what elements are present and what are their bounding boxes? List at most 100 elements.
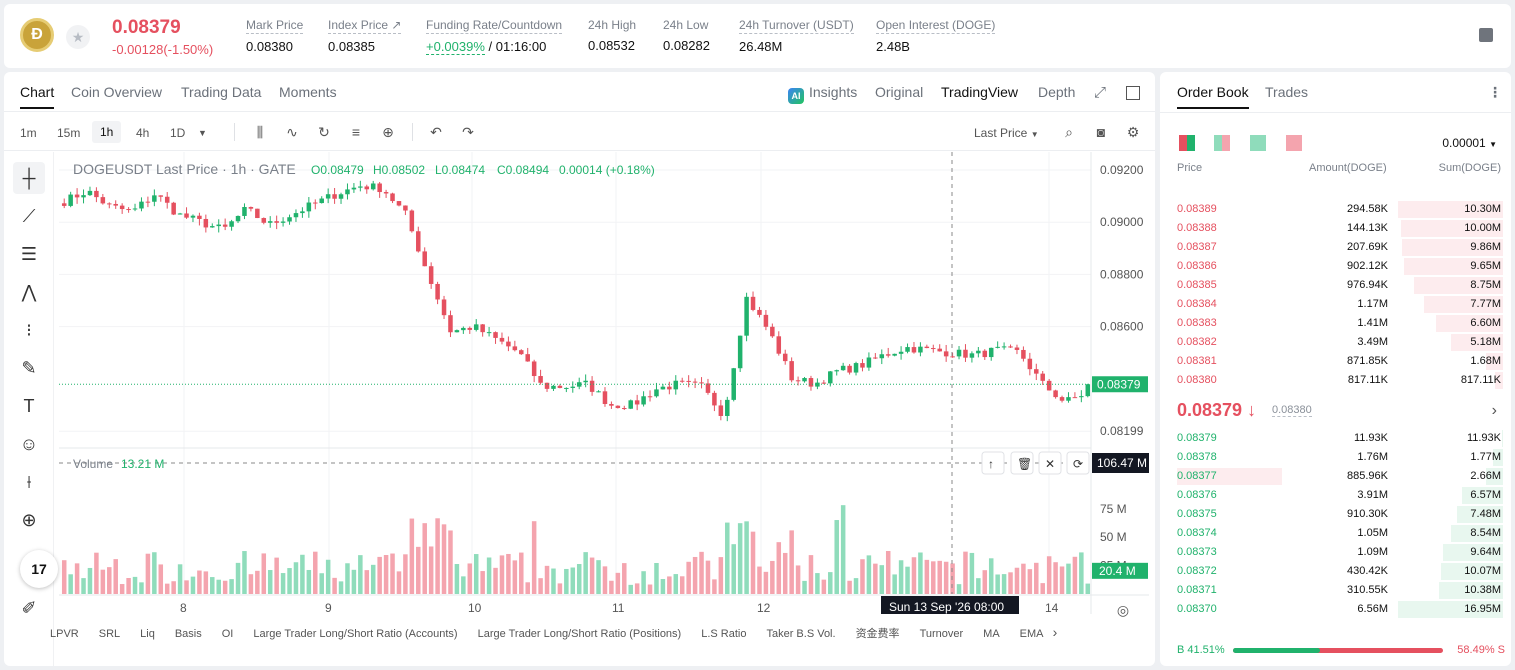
add-alert-icon[interactable]: ⊕	[382, 124, 394, 140]
bid-row[interactable]: 0.08371 310.55K 10.38M	[1160, 581, 1511, 600]
ask-row[interactable]: 0.08385 976.94K 8.75M	[1160, 276, 1511, 295]
volume-bar	[267, 570, 273, 594]
bid-row[interactable]: 0.08376 3.91M 6.57M	[1160, 486, 1511, 505]
window-icon[interactable]	[1126, 86, 1140, 100]
indicator-tab[interactable]: Taker B.S Vol.	[766, 628, 836, 640]
chevron-right-icon[interactable]: ›	[1491, 402, 1497, 419]
indicator-tab[interactable]: LPVR	[50, 628, 79, 640]
tab-coin-overview[interactable]: Coin Overview	[71, 84, 163, 100]
redo-icon[interactable]: ↷	[462, 124, 474, 140]
stat-mark-price[interactable]: Mark Price 0.08380	[246, 18, 304, 54]
tf-dropdown-icon[interactable]: ▼	[198, 128, 207, 138]
more-menu-icon[interactable]: ⋮	[1488, 84, 1502, 100]
chart-settings-icon[interactable]: ◎	[1116, 602, 1130, 618]
indicator-tab[interactable]: MA	[983, 628, 1000, 640]
tf-1h[interactable]: 1h	[92, 121, 122, 143]
bid-row[interactable]: 0.08379 11.93K 11.93K	[1160, 429, 1511, 448]
price-type-select[interactable]: Last Price ▼	[974, 126, 1039, 140]
ask-row[interactable]: 0.08386 902.12K 9.65M	[1160, 257, 1511, 276]
candle-type-icon[interactable]: ⫼	[256, 124, 264, 140]
fib-tool-icon[interactable]: ⁝	[26, 320, 32, 340]
view-original[interactable]: Original	[875, 84, 924, 100]
bid-row[interactable]: 0.08378 1.76M 1.77M	[1160, 448, 1511, 467]
tab-trading-data[interactable]: Trading Data	[181, 84, 262, 100]
crosshair-tool-icon[interactable]: ┼	[13, 162, 45, 194]
tab-trades[interactable]: Trades	[1265, 84, 1309, 100]
indicator-tab[interactable]: SRL	[98, 628, 121, 640]
volume-bar	[898, 560, 904, 594]
indicator-tab[interactable]: 资金费率	[855, 628, 900, 640]
candle	[860, 363, 865, 368]
custom-view-icon[interactable]	[1214, 135, 1230, 151]
tf-1d[interactable]: 1D	[170, 126, 186, 140]
ask-row[interactable]: 0.08382 3.49M 5.18M	[1160, 333, 1511, 352]
horizontal-lines-tool-icon[interactable]: ☰	[20, 244, 38, 264]
price-chart[interactable]: 0.08379 0.09200 0.09000 0.08800 0.08600 0.081…	[59, 152, 1149, 614]
zoom-tool-icon[interactable]: ⊕	[21, 510, 37, 530]
indicators-icon[interactable]: ∿	[286, 124, 298, 140]
guide-book-icon[interactable]	[1479, 28, 1493, 42]
insights-button[interactable]: AI Insights	[788, 84, 857, 104]
bid-row[interactable]: 0.08377 885.96K 2.66M	[1160, 467, 1511, 486]
depth-bar	[1402, 239, 1503, 256]
view-depth[interactable]: Depth	[1038, 84, 1076, 100]
search-icon[interactable]: ⌕	[1065, 124, 1073, 140]
ask-row[interactable]: 0.08387 207.69K 9.86M	[1160, 238, 1511, 257]
trendline-tool-icon[interactable]: ⟋	[22, 206, 36, 226]
tf-15m[interactable]: 15m	[57, 126, 81, 140]
bid-row[interactable]: 0.08370 6.56M 16.95M	[1160, 600, 1511, 619]
indicator-tab[interactable]: Large Trader Long/Short Ratio (Positions…	[477, 628, 682, 640]
refresh-icon[interactable]: ↻	[318, 124, 330, 140]
ask-row[interactable]: 0.08388 144.13K 10.00M	[1160, 219, 1511, 238]
indicator-tab[interactable]: OI	[221, 628, 234, 640]
indicator-tab[interactable]: Liq	[140, 628, 155, 640]
bid-row[interactable]: 0.08374 1.05M 8.54M	[1160, 524, 1511, 543]
asks-only-view-icon[interactable]	[1286, 135, 1302, 151]
view-tradingview[interactable]: TradingView	[941, 84, 1019, 100]
ask-row[interactable]: 0.08384 1.17M 7.77M	[1160, 295, 1511, 314]
tab-moments[interactable]: Moments	[279, 84, 337, 100]
row-price: 0.08378	[1177, 451, 1217, 463]
ruler-tool-icon[interactable]: ⟊	[26, 472, 32, 492]
ask-row[interactable]: 0.08383 1.41M 6.60M	[1160, 314, 1511, 333]
indicator-tab[interactable]: Large Trader Long/Short Ratio (Accounts)	[253, 628, 458, 640]
settings-gear-icon[interactable]: ⚙	[1126, 124, 1140, 140]
bid-row[interactable]: 0.08372 430.42K 10.07M	[1160, 562, 1511, 581]
edit-tool-icon[interactable]: ✐	[21, 598, 37, 618]
precision-select[interactable]: 0.00001 ▼	[1442, 136, 1497, 150]
ask-row[interactable]: 0.08381 871.85K 1.68M	[1160, 352, 1511, 371]
indicator-tab[interactable]: EMA	[1019, 628, 1044, 640]
stat-funding-rate[interactable]: Funding Rate/Countdown +0.0039% / 01:16:0…	[426, 18, 563, 55]
volume-bar	[435, 518, 440, 594]
scroll-right-icon[interactable]: ›	[1052, 624, 1058, 640]
indicator-tab[interactable]: Basis	[174, 628, 202, 640]
text-tool-icon[interactable]: T	[23, 396, 35, 416]
bid-row[interactable]: 0.08373 1.09M 9.64M	[1160, 543, 1511, 562]
pattern-tool-icon[interactable]: ⋀	[21, 282, 37, 302]
ask-row[interactable]: 0.08389 294.58K 10.30M	[1160, 200, 1511, 219]
stat-24h-turnover[interactable]: 24h Turnover (USDT) 26.48M	[739, 18, 854, 54]
tab-order-book[interactable]: Order Book	[1177, 84, 1249, 109]
undo-icon[interactable]: ↶	[430, 124, 442, 140]
template-icon[interactable]: ≡	[351, 124, 361, 140]
brush-tool-icon[interactable]: ✎	[21, 358, 37, 378]
camera-icon[interactable]: ◙	[1096, 124, 1106, 140]
indicator-tab[interactable]: L.S Ratio	[701, 628, 747, 640]
emoji-tool-icon[interactable]: ☺	[19, 434, 39, 454]
bids-only-view-icon[interactable]	[1250, 135, 1266, 151]
volume-bar	[931, 561, 936, 594]
candle	[744, 296, 749, 336]
tab-chart[interactable]: Chart	[20, 84, 55, 109]
tf-1m[interactable]: 1m	[20, 126, 37, 140]
fullscreen-icon[interactable]: ⤢	[1094, 84, 1107, 101]
stat-open-interest[interactable]: Open Interest (DOGE) 2.48B	[876, 18, 996, 54]
stat-index-price[interactable]: Index Price ↗ 0.08385	[328, 18, 402, 54]
tf-4h[interactable]: 4h	[136, 126, 150, 140]
candle	[828, 371, 833, 384]
favorite-star-icon[interactable]: ★	[66, 25, 90, 49]
bid-row[interactable]: 0.08375 910.30K 7.48M	[1160, 505, 1511, 524]
volume-bar	[847, 580, 852, 594]
ask-row[interactable]: 0.08380 817.11K 817.11K	[1160, 371, 1511, 390]
both-sides-view-icon[interactable]	[1179, 135, 1195, 151]
indicator-tab[interactable]: Turnover	[919, 628, 964, 640]
